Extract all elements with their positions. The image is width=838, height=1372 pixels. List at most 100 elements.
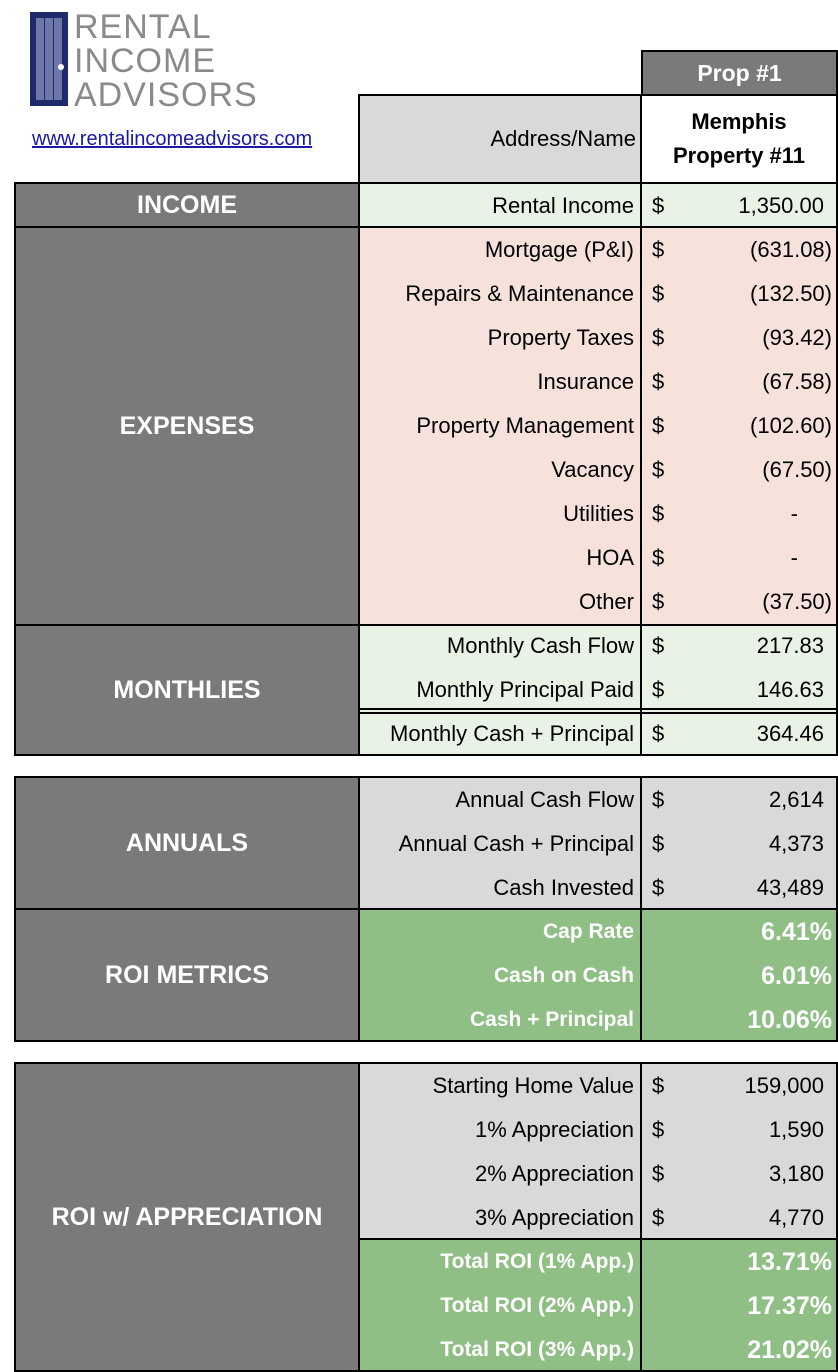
logo-line-3: ADVISORS: [74, 76, 258, 114]
metric-label: Cash + Principal: [470, 1008, 634, 1031]
table-row: Cash + Principal 10.06%: [360, 998, 838, 1042]
table-row: Total ROI (2% App.) 17.37%: [360, 1284, 838, 1328]
table-row: Property Taxes $ (93.42): [360, 316, 838, 360]
table-row: Vacancy $ (67.50): [360, 448, 838, 492]
metric-value: 17.37%: [747, 1291, 832, 1320]
prop-header: Prop #1: [641, 50, 838, 96]
currency-symbol: $: [652, 501, 665, 526]
section-roi-appreciation: ROI w/ APPRECIATION: [14, 1062, 360, 1372]
row-value: 146.63: [756, 677, 824, 702]
table-row: Total ROI (1% App.) 13.71%: [360, 1240, 838, 1284]
metric-value: 6.41%: [761, 917, 832, 946]
row-value: (102.60): [750, 413, 832, 438]
table-row: Monthly Cash Flow $ 217.83: [360, 624, 838, 668]
metric-label: Cap Rate: [542, 920, 634, 943]
row-label: HOA: [586, 545, 634, 570]
row-label: Monthly Cash + Principal: [390, 721, 634, 746]
row-label: Monthly Cash Flow: [446, 633, 634, 658]
row-label: 2% Appreciation: [475, 1161, 634, 1186]
row-value: (37.50): [762, 589, 832, 614]
currency-symbol: $: [652, 721, 665, 746]
row-label: Insurance: [537, 369, 634, 394]
row-value: 43,489: [756, 875, 824, 900]
row-label: Property Management: [416, 413, 634, 438]
currency-symbol: $: [652, 875, 665, 900]
metric-value: 21.02%: [747, 1335, 832, 1364]
table-row: Cash on Cash 6.01%: [360, 954, 838, 998]
row-value: 217.83: [756, 633, 824, 658]
table-row: 2% Appreciation $ 3,180: [360, 1152, 838, 1196]
currency-symbol: $: [652, 1073, 665, 1098]
total-roi-block: [358, 1238, 838, 1372]
address-value: Memphis Property #11: [640, 94, 838, 184]
metric-label: Total ROI (1% App.): [440, 1250, 634, 1273]
row-label: Property Taxes: [487, 325, 634, 350]
row-value: (631.08): [750, 237, 832, 262]
row-label: Annual Cash Flow: [455, 787, 634, 812]
address-value-line2: Property #11: [672, 143, 806, 168]
table-row: Annual Cash Flow $ 2,614: [360, 778, 838, 822]
currency-symbol: $: [652, 831, 665, 856]
currency-symbol: $: [652, 193, 665, 218]
table-row: Other $ (37.50): [360, 580, 838, 624]
currency-symbol: $: [652, 413, 665, 438]
row-value: 2,614: [768, 787, 824, 812]
double-rule: [358, 708, 838, 710]
table-row: Total ROI (3% App.) 21.02%: [360, 1328, 838, 1372]
table-row: Repairs & Maintenance $ (132.50): [360, 272, 838, 316]
row-label: Monthly Principal Paid: [416, 677, 634, 702]
column-divider: [640, 1062, 642, 1372]
row-value: 364.46: [756, 721, 824, 746]
address-value-line1: Memphis: [691, 109, 787, 134]
row-value: 4,770: [768, 1205, 824, 1230]
table-row: Monthly Cash + Principal $ 364.46: [360, 712, 838, 756]
table-row: Mortgage (P&I) $ (631.08): [360, 228, 838, 272]
door-icon: [30, 12, 68, 106]
column-divider: [640, 776, 642, 1042]
metric-label: Total ROI (3% App.): [440, 1338, 634, 1361]
row-label: Mortgage (P&I): [484, 237, 634, 262]
website-link[interactable]: www.rentalincomeadvisors.com: [32, 128, 313, 150]
row-label: Starting Home Value: [432, 1073, 634, 1098]
currency-symbol: $: [652, 787, 665, 812]
table-row: Annual Cash + Principal $ 4,373: [360, 822, 838, 866]
table-row: Insurance $ (67.58): [360, 360, 838, 404]
row-value: -: [790, 501, 798, 526]
currency-symbol: $: [652, 457, 665, 482]
table-row: 1% Appreciation $ 1,590: [360, 1108, 838, 1152]
table-row: HOA $ -: [360, 536, 838, 580]
roi-metrics-block: [358, 908, 838, 1042]
row-label: Rental Income: [492, 193, 634, 218]
row-value: 159,000: [744, 1073, 824, 1098]
row-label: Other: [578, 589, 634, 614]
row-value: (67.50): [762, 457, 832, 482]
row-value: -: [790, 545, 798, 570]
row-value: (93.42): [762, 325, 832, 350]
table-row: Monthly Principal Paid $ 146.63: [360, 668, 838, 712]
row-label: Repairs & Maintenance: [405, 281, 634, 306]
row-label: Cash Invested: [493, 875, 634, 900]
expenses-block: [358, 226, 838, 626]
logo-line-1: RENTAL: [74, 8, 212, 46]
metric-value: 10.06%: [747, 1005, 832, 1034]
row-label: 3% Appreciation: [475, 1205, 634, 1230]
table-row: Cash Invested $ 43,489: [360, 866, 838, 910]
metric-label: Cash on Cash: [493, 964, 634, 987]
currency-symbol: $: [652, 1205, 665, 1230]
metric-value: 13.71%: [747, 1247, 832, 1276]
row-label: 1% Appreciation: [475, 1117, 634, 1142]
column-divider: [640, 182, 642, 756]
table-row: Utilities $ -: [360, 492, 838, 536]
section-expenses: EXPENSES: [14, 226, 360, 626]
currency-symbol: $: [652, 237, 665, 262]
currency-symbol: $: [652, 325, 665, 350]
row-label: Annual Cash + Principal: [398, 831, 634, 856]
currency-symbol: $: [652, 1161, 665, 1186]
currency-symbol: $: [652, 1117, 665, 1142]
logo-line-2: INCOME: [74, 42, 216, 80]
row-value: 1,350.00: [738, 193, 824, 218]
table-row: 3% Appreciation $ 4,770: [360, 1196, 838, 1240]
row-label: Vacancy: [551, 457, 634, 482]
monthly-total-block: [358, 712, 838, 756]
currency-symbol: $: [652, 589, 665, 614]
